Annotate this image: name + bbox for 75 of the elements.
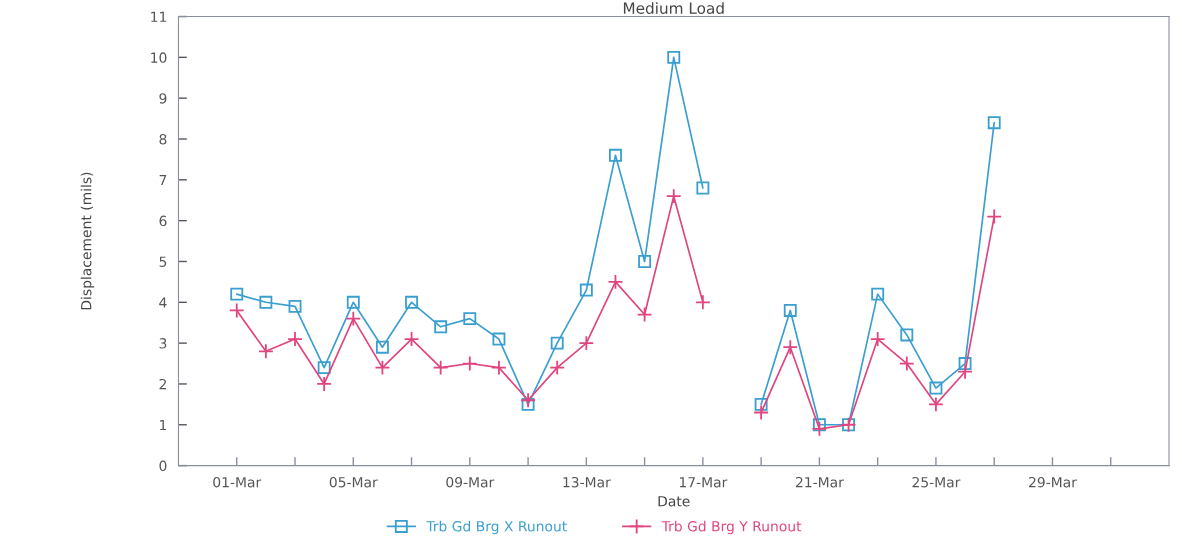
point	[521, 397, 535, 411]
point	[695, 294, 711, 311]
y-tick-label: 1	[160, 419, 167, 431]
point	[259, 295, 273, 309]
point	[405, 295, 419, 309]
x-axis-title: Date	[658, 496, 690, 507]
point	[463, 312, 477, 326]
y-tick-label: 7	[159, 174, 167, 186]
x-tick-label: 29-Mar	[1029, 476, 1077, 488]
x-tick-label: 05-Mar	[329, 476, 378, 488]
point	[900, 328, 914, 342]
point	[957, 363, 973, 380]
point	[812, 418, 826, 432]
point	[696, 181, 710, 195]
point	[287, 331, 303, 347]
point	[987, 116, 1001, 130]
point	[871, 287, 885, 301]
y-tick-label: 3	[159, 338, 167, 349]
y-axis-title: Displacement (mils)	[80, 172, 95, 310]
point	[316, 376, 332, 392]
y-tick-label: 5	[159, 256, 167, 267]
x-tick-label: 09-Mar	[446, 476, 495, 488]
point	[550, 336, 564, 350]
point	[549, 359, 566, 376]
point	[403, 331, 420, 347]
legend-label: Trb Gd Brg Y Runout	[661, 520, 802, 535]
y-tick-label: 6	[159, 215, 167, 227]
x-tick-label: 17-Mar	[679, 477, 728, 488]
point	[665, 188, 682, 205]
y-tick-label: 2	[159, 378, 166, 390]
y-tick-label: 10	[151, 52, 167, 63]
x-tick-label: 13-Mar	[563, 476, 611, 488]
point	[520, 392, 536, 409]
point	[492, 332, 506, 346]
y-tick-label: 8	[159, 133, 167, 145]
y-tick-label: 9	[159, 93, 167, 104]
point	[434, 320, 448, 334]
point	[782, 339, 799, 356]
point	[345, 310, 362, 327]
point	[491, 359, 507, 376]
point	[579, 283, 593, 297]
point	[636, 306, 653, 323]
point	[461, 355, 478, 372]
point	[958, 357, 972, 370]
point	[228, 302, 245, 319]
point	[811, 421, 828, 437]
y-tick-label: 0	[159, 460, 167, 472]
point	[754, 397, 768, 411]
point	[986, 208, 1003, 225]
point	[578, 335, 595, 351]
point	[374, 359, 391, 376]
point	[638, 255, 652, 268]
point	[288, 299, 302, 313]
x-tick-label: 01-Mar	[213, 476, 262, 488]
point	[607, 274, 624, 290]
point	[432, 359, 449, 376]
point	[753, 404, 769, 421]
point	[230, 287, 244, 301]
point	[928, 396, 944, 413]
point	[317, 361, 331, 375]
point	[375, 340, 389, 354]
point	[898, 355, 915, 372]
x-tick-label: 25-Mar	[912, 476, 961, 488]
point	[929, 381, 943, 395]
point	[609, 148, 622, 162]
point	[667, 50, 681, 64]
x-tick-label: 21-Mar	[795, 476, 844, 488]
point	[346, 295, 360, 309]
y-tick-label: 4	[159, 297, 167, 308]
point	[258, 343, 274, 360]
chart-title: Medium Load	[623, 2, 724, 14]
legend-label: Trb Gd Brg X Runout	[426, 520, 567, 535]
y-tick-label: 11	[151, 11, 167, 22]
point	[783, 304, 797, 317]
point	[869, 331, 886, 347]
